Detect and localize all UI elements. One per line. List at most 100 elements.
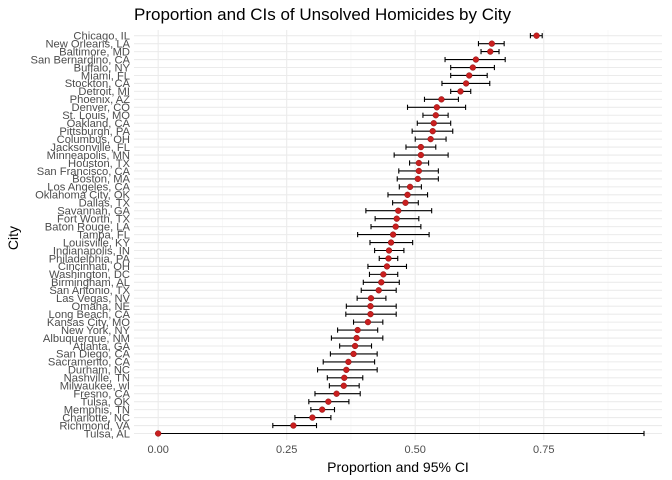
estimate-point xyxy=(387,239,395,246)
y-tick-label: Atlanta, GA xyxy=(73,341,131,353)
y-tick-label: Buffalo, NY xyxy=(74,62,131,74)
estimate-point xyxy=(402,199,409,206)
error-bar xyxy=(157,430,645,437)
y-tick-label: Memphis, TN xyxy=(64,404,130,416)
y-tick-label: Los Angeles, CA xyxy=(47,182,130,194)
y-tick-label: Phoenix, AZ xyxy=(70,94,130,106)
y-tick-label: Columbus, OH xyxy=(57,134,130,146)
estimate-point xyxy=(333,390,340,397)
estimate-point xyxy=(353,334,360,342)
y-tick-label: Baton Rouge, LA xyxy=(45,221,131,233)
x-tick-label: 0.25 xyxy=(276,444,297,456)
estimate-point xyxy=(385,255,392,262)
y-tick-label: Jacksonville, FL xyxy=(50,142,130,154)
estimate-point xyxy=(385,247,393,254)
y-tick-label: St. Louis, MO xyxy=(62,110,130,122)
estimate-point xyxy=(350,350,357,358)
y-tick-label: Birmingham, AL xyxy=(51,277,130,289)
y-tick-label: New York, NY xyxy=(61,325,131,337)
estimate-point xyxy=(378,279,385,286)
estimate-point xyxy=(404,191,411,198)
estimate-point xyxy=(383,263,391,270)
y-tick-label: Omaha, NE xyxy=(72,301,130,313)
y-tick-label: Charlotte, NC xyxy=(62,412,130,424)
estimate-point xyxy=(340,382,347,389)
estimate-point xyxy=(487,48,494,55)
y-tick-label: Oakland, CA xyxy=(67,118,131,130)
y-tick-label: Miami, FL xyxy=(81,70,130,82)
estimate-point xyxy=(427,135,434,143)
x-axis-title: Proportion and 95% CI xyxy=(327,459,469,475)
y-tick-label: San Antonio, TX xyxy=(49,285,130,297)
estimate-point xyxy=(367,311,374,318)
estimate-point xyxy=(325,398,332,405)
y-tick-label: Oklahoma City, OK xyxy=(35,190,130,202)
points-layer xyxy=(155,32,540,437)
y-tick-label: Cincinnati, OH xyxy=(58,261,130,273)
estimate-point xyxy=(351,342,359,350)
estimate-point xyxy=(354,326,361,334)
estimate-point xyxy=(155,430,162,437)
y-tick-label: Las Vegas, NV xyxy=(56,293,131,305)
y-tick-label: Tampa, FL xyxy=(77,229,130,241)
y-axis-title: City xyxy=(5,226,21,250)
y-tick-label: Sacramento, CA xyxy=(48,357,131,369)
grid-layer xyxy=(134,30,662,440)
y-tick-label: Baltimore, MD xyxy=(59,46,130,58)
y-tick-label: Chicago, IL xyxy=(73,31,130,43)
estimate-point xyxy=(367,295,375,302)
estimate-point xyxy=(430,120,437,127)
estimate-point xyxy=(395,207,402,214)
estimate-point xyxy=(414,175,421,183)
y-tick-label: Nashville, TN xyxy=(64,373,130,385)
estimate-point xyxy=(341,374,348,381)
chart-title: Proportion and CIs of Unsolved Homicides… xyxy=(134,5,511,24)
estimate-point xyxy=(488,40,495,47)
y-tick-label: San Bernardino, CA xyxy=(30,54,130,66)
estimate-point xyxy=(392,223,399,230)
x-tick-label: 0.75 xyxy=(533,444,554,456)
estimate-point xyxy=(367,303,374,310)
x-tick-label: 0.50 xyxy=(405,444,426,456)
estimate-point xyxy=(380,271,387,278)
estimate-point xyxy=(345,358,352,366)
y-tick-label: Durham, NC xyxy=(68,365,130,377)
y-tick-label: Richmond, VA xyxy=(59,420,130,432)
estimate-point xyxy=(466,72,473,79)
estimate-point xyxy=(533,32,540,39)
estimate-point xyxy=(417,151,425,159)
y-tick-label: Philadelphia, PA xyxy=(49,253,131,265)
y-tick-label: Pittsburgh, PA xyxy=(59,126,130,138)
estimate-point xyxy=(457,88,464,95)
y-tick-label: Washington, DC xyxy=(49,269,130,281)
estimate-point xyxy=(469,64,476,71)
x-tick-label: 0.00 xyxy=(147,444,168,456)
y-tick-label: San Diego, CA xyxy=(56,349,131,361)
estimate-point xyxy=(438,96,445,103)
estimate-point xyxy=(432,112,439,119)
estimate-point xyxy=(406,183,414,191)
y-tick-label: Boston, MA xyxy=(72,174,130,186)
estimate-point xyxy=(309,414,316,421)
y-tick-label: Albuquerque, NM xyxy=(43,333,130,345)
y-tick-label: Stockton, CA xyxy=(65,78,131,90)
y-tick-label: New Orleans, LA xyxy=(45,38,130,50)
y-tick-label: Dallas, TX xyxy=(79,198,131,210)
estimate-point xyxy=(319,406,326,413)
y-tick-label: Indianapolis, IN xyxy=(53,245,130,257)
estimate-point xyxy=(472,56,480,63)
y-tick-label: Fort Worth, TX xyxy=(57,213,130,225)
estimate-point xyxy=(393,215,400,222)
estimate-point xyxy=(415,167,422,175)
estimate-point xyxy=(433,104,440,111)
estimate-point xyxy=(417,143,425,151)
y-tick-label: Detroit, MI xyxy=(78,86,130,98)
x-tick-labels: 0.00 0.25 0.50 0.75 xyxy=(147,444,554,456)
y-tick-label: Denver, CO xyxy=(72,102,131,114)
y-tick-label: Tulsa, OK xyxy=(81,396,131,408)
y-tick-label: Fresno, CA xyxy=(73,389,130,401)
estimate-point xyxy=(343,366,350,374)
estimate-point xyxy=(290,422,297,429)
